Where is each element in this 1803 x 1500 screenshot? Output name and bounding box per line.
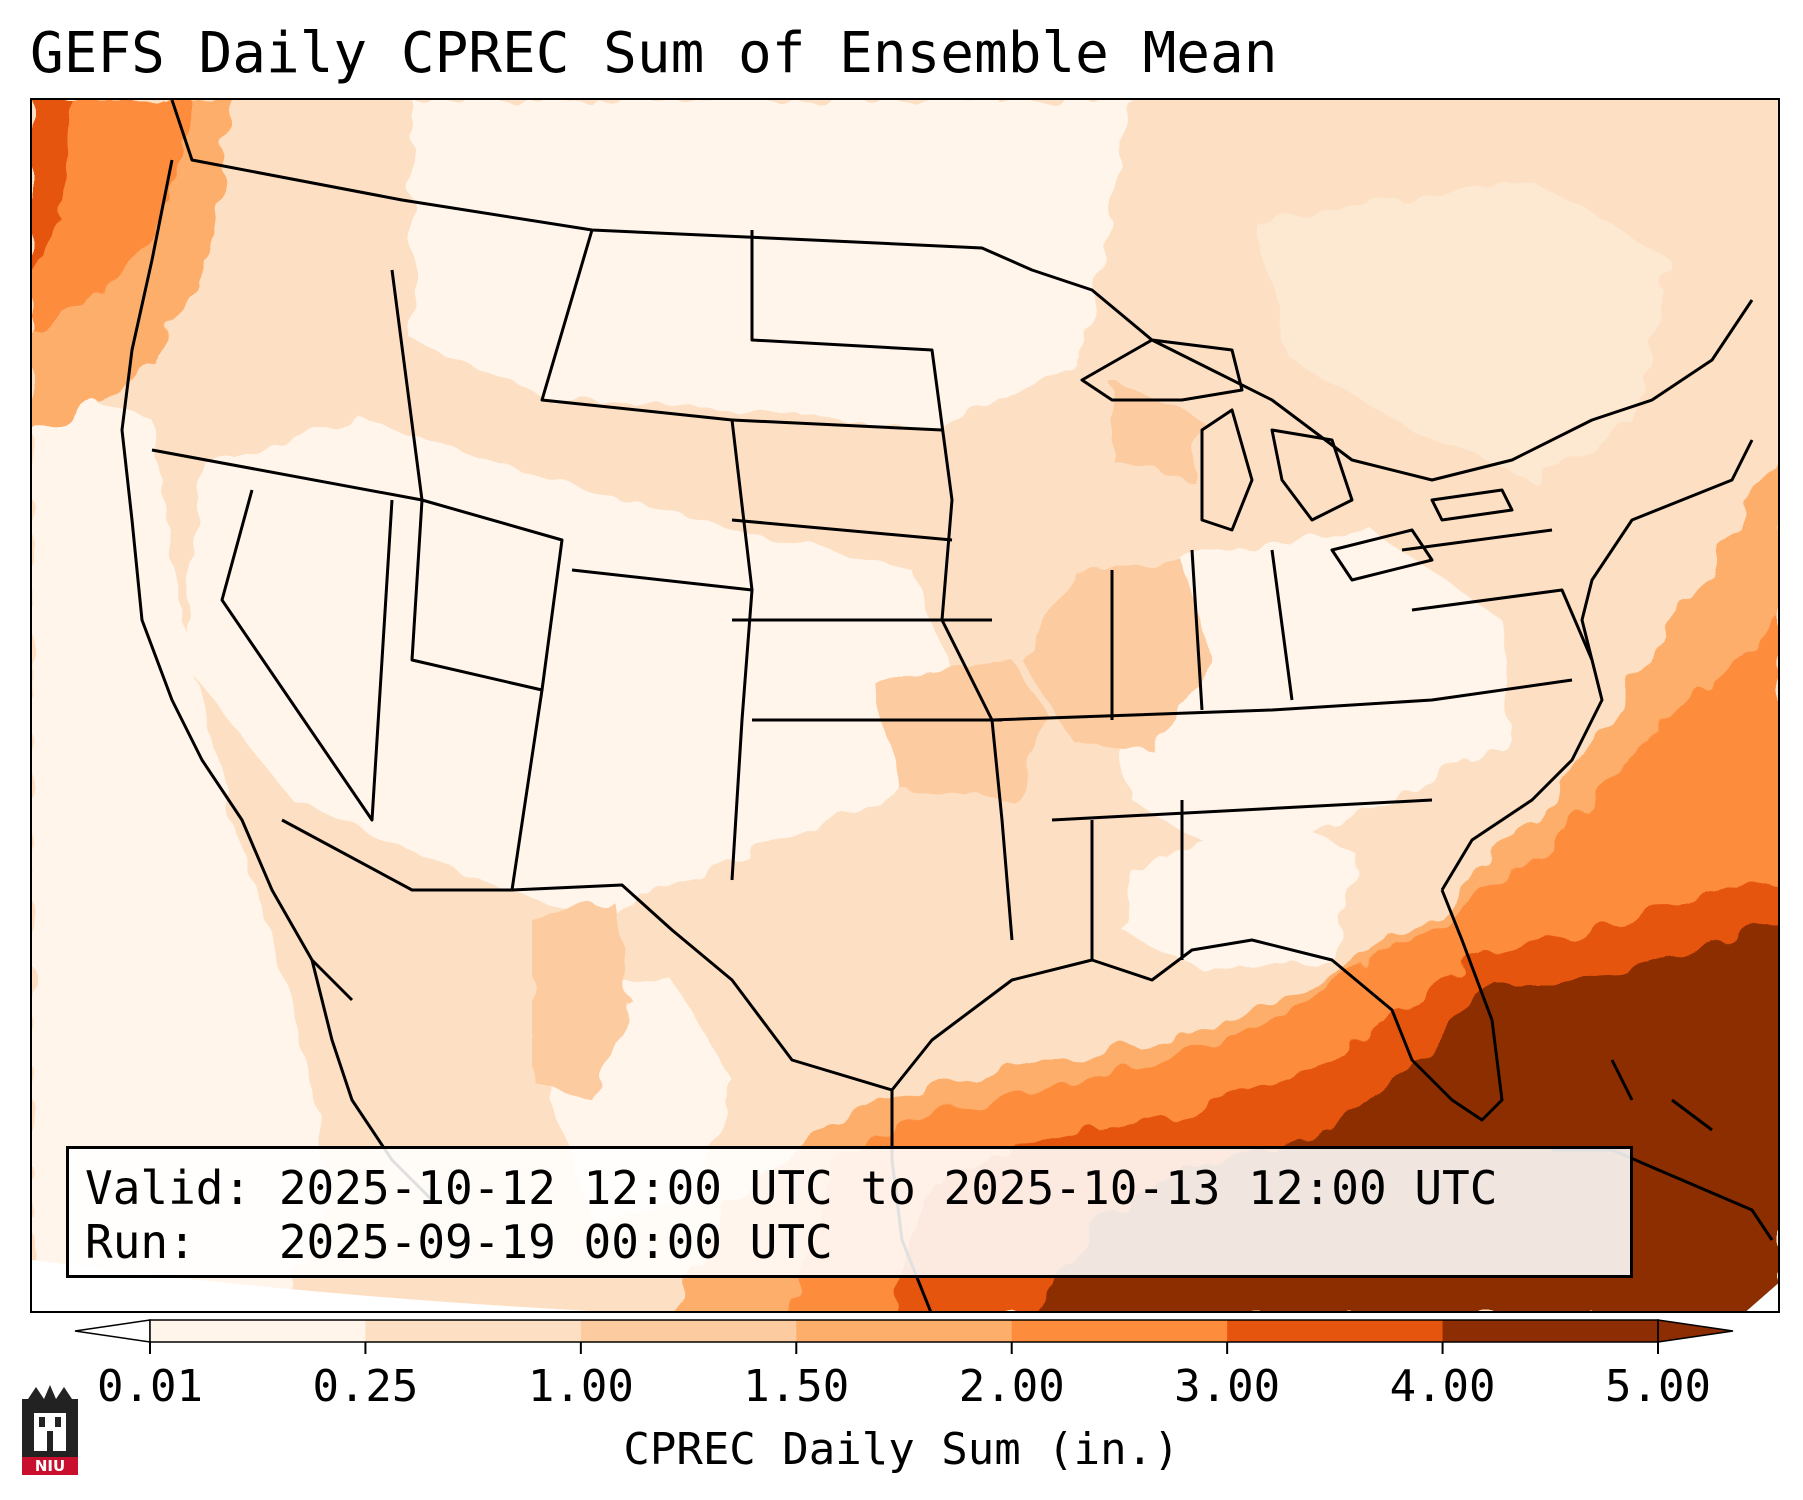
colorbar-ticks — [149, 1342, 1659, 1354]
colorbar-segment — [1227, 1320, 1444, 1342]
colorbar-segment — [1442, 1320, 1659, 1342]
run-time-text: Run: 2025-09-19 00:00 UTC — [85, 1215, 833, 1269]
lake-superior — [1080, 338, 1244, 402]
state-lines-south — [991, 678, 1573, 960]
niu-logo: NIU — [22, 1385, 78, 1475]
colorbar-tick-label: 1.50 — [743, 1361, 850, 1412]
colorbar-under-extension — [74, 1319, 151, 1343]
colorbar-outline — [149, 1319, 1659, 1343]
lake-huron — [1270, 428, 1354, 522]
valid-time-text: Valid: 2025-10-12 12:00 UTC to 2025-10-1… — [85, 1161, 1498, 1215]
us-canada-border — [170, 100, 1754, 482]
colorbar-segment — [580, 1320, 797, 1342]
colorbar-segment — [1011, 1320, 1228, 1342]
map-panel[interactable] — [30, 98, 1780, 1313]
state-lines-northeast — [1401, 528, 1594, 661]
state-lines-nevada — [220, 489, 394, 822]
colorbar-tick-label: 2.00 — [958, 1361, 1065, 1412]
colorbar-segment — [796, 1320, 1013, 1342]
us-mexico-border — [281, 818, 893, 1092]
colorbar-tick-label: 4.00 — [1389, 1361, 1496, 1412]
colorbar-segment — [150, 1320, 366, 1342]
validity-info-box: Valid: 2025-10-12 12:00 UTC to 2025-10-1… — [66, 1146, 1633, 1278]
gulf-coast — [890, 889, 1504, 1122]
colorbar-segment — [365, 1320, 582, 1342]
colorbar-tick-label: 5.00 — [1605, 1361, 1711, 1412]
colorbar-tick-label: 1.00 — [527, 1361, 634, 1412]
colorbar-tick-label: 0.01 — [97, 1361, 203, 1412]
map-title: GEFS Daily CPREC Sum of Ensemble Mean — [30, 21, 1278, 86]
logo-badge — [22, 1457, 78, 1475]
colorbar-label: CPREC Daily Sum (in.) — [623, 1424, 1180, 1475]
state-lines-southwest — [510, 568, 754, 891]
state-lines-plains-horiz — [731, 418, 1002, 722]
colorbar-tick-label: 0.25 — [312, 1361, 419, 1412]
lake-erie — [1330, 528, 1434, 582]
logo-text: NIU — [35, 1457, 65, 1475]
lake-ontario — [1430, 488, 1514, 522]
state-lines-midwest — [1110, 549, 1294, 720]
colorbar — [74, 1319, 1734, 1354]
colorbar-over-extension — [1657, 1319, 1734, 1343]
colorbar-segments — [74, 1319, 1734, 1343]
state-lines-plains — [750, 230, 1014, 941]
lake-michigan — [1200, 408, 1254, 532]
state-lines-montana-wyoming — [540, 229, 754, 591]
us-west-coast — [120, 159, 354, 1002]
colorbar-tick-labels: 0.01 0.25 1.00 1.50 2.00 3.00 4.00 5.00 — [0, 1362, 1803, 1412]
bahamas — [1610, 1059, 1713, 1132]
boundary-lines — [120, 100, 1774, 1311]
colorbar-tick-label: 3.00 — [1174, 1361, 1281, 1412]
atlantic-coast — [1440, 439, 1754, 891]
precip-map — [32, 100, 1778, 1311]
